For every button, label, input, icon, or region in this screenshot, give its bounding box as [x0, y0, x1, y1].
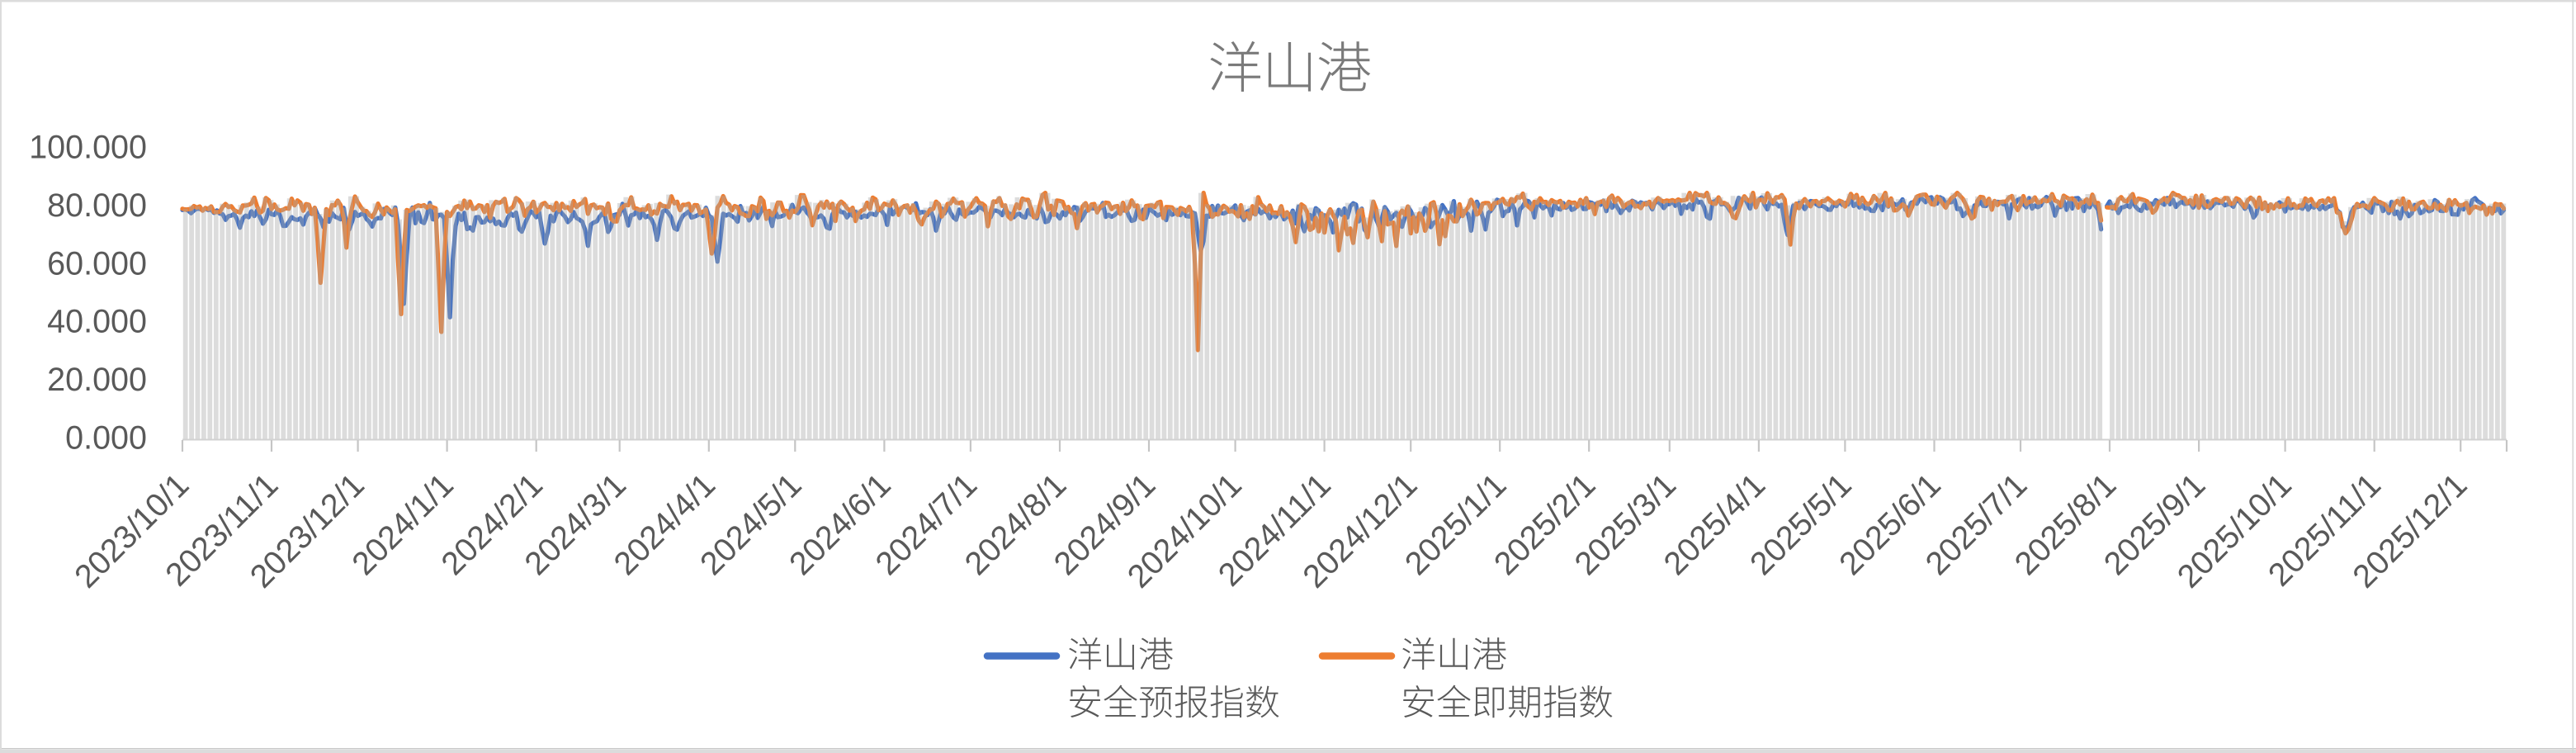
svg-text:60.000: 60.000: [47, 245, 147, 282]
svg-text:20.000: 20.000: [47, 362, 147, 398]
svg-text:40.000: 40.000: [47, 304, 147, 340]
svg-text:0.000: 0.000: [65, 420, 147, 457]
svg-text:100.000: 100.000: [29, 130, 147, 166]
svg-text:80.000: 80.000: [47, 187, 147, 224]
